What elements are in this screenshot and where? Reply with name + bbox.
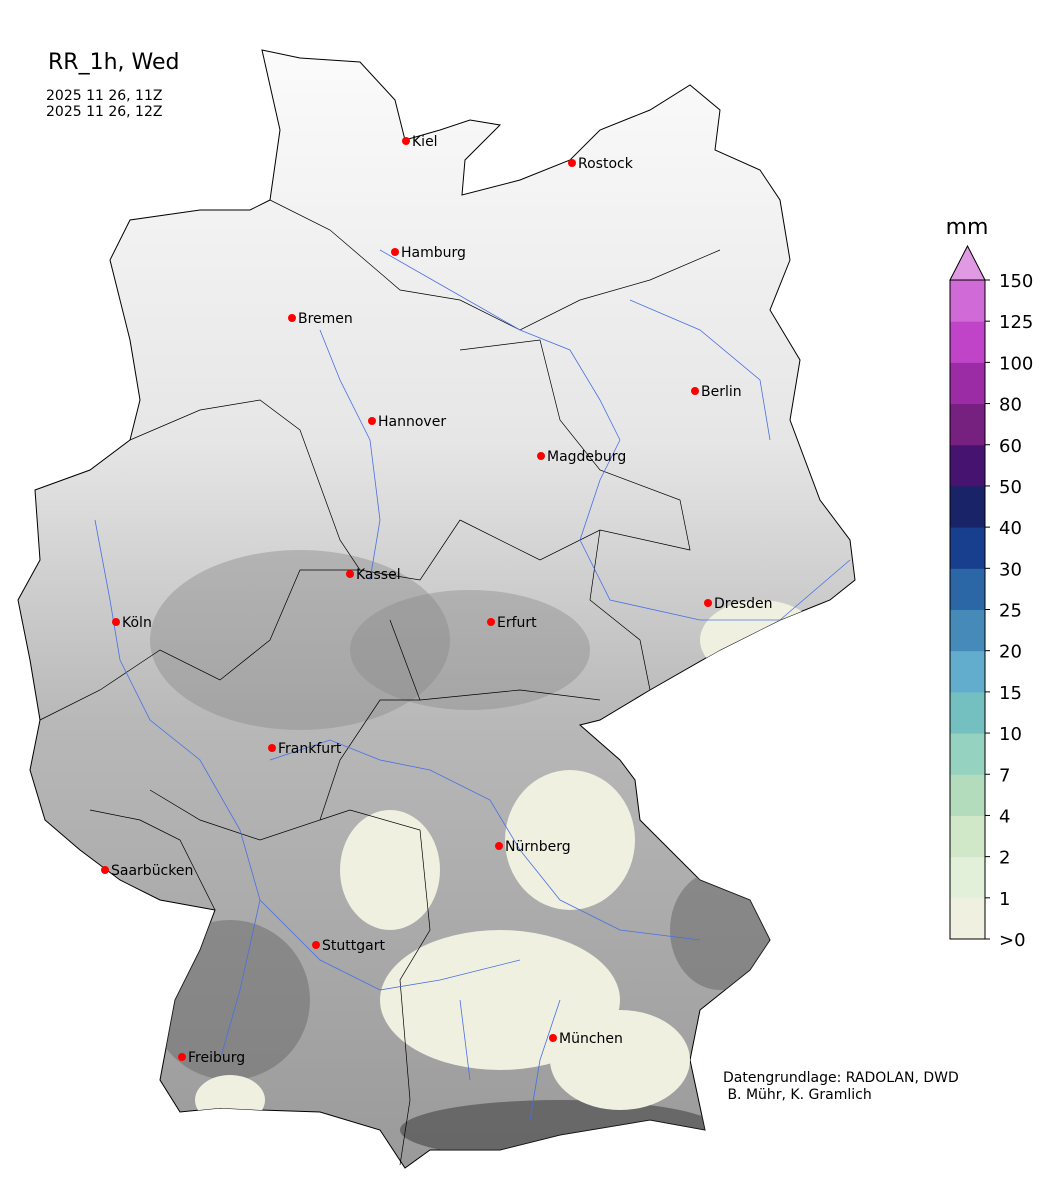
city-label: Kassel bbox=[356, 567, 401, 583]
credit-text: Datengrundlage: RADOLAN, DWD B. Mühr, K.… bbox=[723, 1070, 959, 1104]
city-label: Erfurt bbox=[497, 615, 537, 631]
city-marker bbox=[312, 941, 320, 949]
city-marker bbox=[112, 618, 120, 626]
city-erfurt: Erfurt bbox=[487, 615, 537, 631]
city-label: Hamburg bbox=[401, 245, 466, 261]
city-kiel: Kiel bbox=[402, 134, 438, 150]
city-label: Rostock bbox=[578, 156, 634, 172]
city-label: Berlin bbox=[701, 384, 742, 400]
city-label: Köln bbox=[122, 615, 152, 631]
city-berlin: Berlin bbox=[691, 384, 742, 400]
city-marker bbox=[101, 866, 109, 874]
state-borders bbox=[39, 199, 721, 1166]
city-freiburg: Freiburg bbox=[178, 1050, 245, 1066]
city-marker bbox=[346, 570, 354, 578]
city-label: Nürnberg bbox=[505, 839, 571, 855]
precip-area bbox=[195, 1075, 265, 1125]
city-stuttgart: Stuttgart bbox=[312, 938, 385, 954]
city-marker bbox=[268, 744, 276, 752]
city-nürnberg: Nürnberg bbox=[495, 839, 571, 855]
city-marker bbox=[691, 387, 699, 395]
precip-area bbox=[505, 770, 635, 910]
precip-area bbox=[700, 600, 820, 680]
city-label: Saarbücken bbox=[111, 863, 193, 879]
city-label: Hannover bbox=[378, 414, 446, 430]
city-hamburg: Hamburg bbox=[391, 245, 466, 261]
precip-area bbox=[550, 1010, 690, 1110]
city-marker bbox=[402, 137, 410, 145]
city-marker bbox=[487, 618, 495, 626]
map-title: RR_1h, Wed bbox=[48, 50, 180, 75]
city-kassel: Kassel bbox=[346, 567, 401, 583]
city-hannover: Hannover bbox=[368, 414, 446, 430]
city-marker bbox=[368, 417, 376, 425]
valid-to-time: 2025 11 26, 12Z bbox=[46, 104, 163, 120]
credit-authors: B. Mühr, K. Gramlich bbox=[723, 1087, 872, 1103]
valid-from-time: 2025 11 26, 11Z bbox=[46, 88, 163, 104]
city-label: Kiel bbox=[412, 134, 438, 150]
city-label: Freiburg bbox=[188, 1050, 245, 1066]
city-münchen: München bbox=[549, 1031, 623, 1047]
city-marker bbox=[288, 314, 296, 322]
city-dresden: Dresden bbox=[704, 596, 773, 612]
city-marker bbox=[537, 452, 545, 460]
city-label: Stuttgart bbox=[322, 938, 385, 954]
city-label: Dresden bbox=[714, 596, 773, 612]
city-marker bbox=[391, 248, 399, 256]
city-label: Frankfurt bbox=[278, 741, 342, 757]
credit-source: Datengrundlage: RADOLAN, DWD bbox=[723, 1070, 959, 1086]
relief-and-precip-layer bbox=[150, 550, 820, 1160]
city-marker bbox=[704, 599, 712, 607]
city-marker bbox=[568, 159, 576, 167]
city-marker bbox=[549, 1034, 557, 1042]
city-saarbücken: Saarbücken bbox=[101, 863, 193, 879]
city-rostock: Rostock bbox=[568, 156, 634, 172]
city-label: Magdeburg bbox=[547, 449, 626, 465]
city-magdeburg: Magdeburg bbox=[537, 449, 626, 465]
city-marker bbox=[178, 1053, 186, 1061]
city-frankfurt: Frankfurt bbox=[268, 741, 342, 757]
city-markers: Kiel Rostock Hamburg Bremen Berlin Hannover Ma… bbox=[101, 134, 773, 1066]
city-marker bbox=[495, 842, 503, 850]
city-label: Bremen bbox=[298, 311, 353, 327]
precip-area bbox=[340, 810, 440, 930]
city-köln: Köln bbox=[112, 615, 152, 631]
city-label: München bbox=[559, 1031, 623, 1047]
city-bremen: Bremen bbox=[288, 311, 353, 327]
